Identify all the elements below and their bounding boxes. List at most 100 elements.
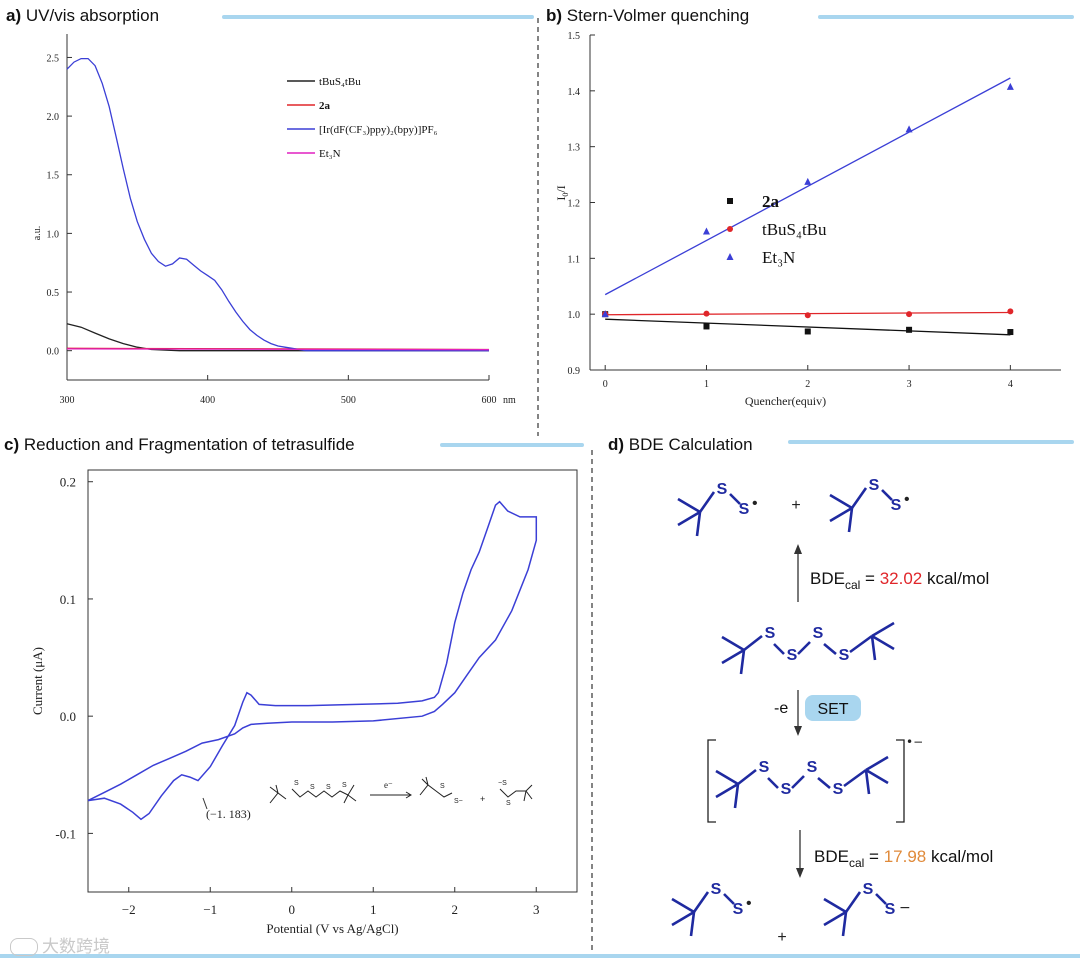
bond <box>870 635 877 661</box>
bond <box>737 768 757 786</box>
sulfur-atom: S <box>807 759 818 776</box>
bde-sub: cal <box>845 578 860 592</box>
data-point-triangle <box>601 310 609 318</box>
panel-a-title: a) UV/vis absorption <box>6 6 159 26</box>
bond <box>723 893 735 905</box>
bond <box>671 910 695 927</box>
panel-a-label: a) <box>6 6 22 25</box>
panel-d-title: d) BDE Calculation <box>608 435 753 455</box>
bond <box>847 507 854 533</box>
series-line-2 <box>66 57 489 352</box>
y-tick-label: 0.2 <box>60 475 76 490</box>
x-tick-label: 500 <box>341 395 356 406</box>
bond <box>733 783 740 809</box>
bond <box>871 621 895 638</box>
bond <box>739 649 746 675</box>
annotation-leader <box>202 797 208 810</box>
s-atom-label: S <box>326 784 331 791</box>
bond <box>823 910 847 927</box>
bond <box>767 777 779 789</box>
data-point-circle <box>906 311 913 318</box>
sulfur-atom: S <box>759 759 770 776</box>
x-tick-label: 0 <box>289 902 296 917</box>
legend-marker-1 <box>727 226 733 232</box>
x-tick-label: 600 <box>482 395 497 406</box>
bond <box>865 768 889 785</box>
legend-marker-0 <box>727 198 733 204</box>
x-tick-label: 3 <box>907 379 912 390</box>
bond <box>743 634 763 652</box>
x-tick-label: 1 <box>704 379 709 390</box>
bde-prefix: BDE <box>810 569 845 588</box>
data-point-triangle <box>702 227 710 235</box>
bond <box>695 511 702 537</box>
sulfur-atom: S <box>717 481 728 498</box>
bde-value-1: 32.02 <box>880 569 923 588</box>
tbu-left <box>269 784 287 804</box>
sulfur-atom: S <box>869 477 880 494</box>
minus-e-label: -e <box>774 700 788 717</box>
legend-label-2: [Ir(dF(CF₃)ppy)₂(bpy)]PF₆ <box>319 124 438 136</box>
panel-d-label: d) <box>608 435 625 454</box>
sulfur-atom: S <box>711 881 722 898</box>
y-tick-label: 1.5 <box>568 31 581 42</box>
data-point-circle <box>703 310 710 317</box>
set-label: SET <box>817 701 848 718</box>
y-tick-label: 1.1 <box>568 254 581 265</box>
y-tick-label: 2.0 <box>47 112 60 123</box>
legend-label-0: 2a <box>762 192 780 211</box>
bottom-rule <box>0 954 1080 958</box>
plus-sign: + <box>480 794 485 804</box>
bond <box>875 893 887 905</box>
fragmentation-scheme <box>269 784 357 804</box>
y-tick-label: 2.5 <box>47 53 60 64</box>
uv-vis-chart: 0.0 0.5 1.0 1.5 2.0 2.5 300 400 500 600 nm a.u. tBuS… <box>32 34 516 406</box>
panel-b-title-line <box>818 15 1074 19</box>
series-line-0 <box>66 323 489 352</box>
data-point-triangle <box>1006 82 1014 90</box>
bond <box>817 777 831 789</box>
plus-sign: + <box>791 497 800 514</box>
sulfur-atom: S <box>813 625 824 642</box>
tert-butyl-group <box>715 769 740 809</box>
y-axis-label: Current (μA) <box>30 647 45 715</box>
watermark-icon <box>10 938 38 956</box>
bond <box>721 635 745 652</box>
fit-line-0 <box>605 318 1011 336</box>
legend-marker-2 <box>726 253 734 260</box>
y-axis-label: I0/I <box>554 185 570 200</box>
fit-line-2 <box>604 77 1011 296</box>
bond <box>823 897 847 914</box>
data-point-triangle <box>905 125 913 133</box>
tert-butyl-group <box>823 897 848 937</box>
bond <box>715 782 739 799</box>
bond <box>829 493 853 510</box>
s-atom-label: S <box>506 800 511 807</box>
x-tick-label: 3 <box>533 902 540 917</box>
panel-a-title-text: UV/vis absorption <box>25 6 160 25</box>
tert-butyl-group <box>671 897 696 937</box>
legend-label-1: tBuS₄tBu <box>762 220 827 239</box>
bond <box>689 911 696 937</box>
bde-eq: = <box>860 569 879 588</box>
watermark: 大数跨境 <box>10 932 110 957</box>
bond <box>865 755 889 772</box>
panel-c-label: c) <box>4 435 20 454</box>
bond <box>871 634 895 651</box>
s-atom-label: S <box>342 782 347 789</box>
legend-label-3: Et₃N <box>319 148 341 160</box>
sulfur-atom: S <box>787 647 798 664</box>
panel-b-title: b) Stern-Volmer quenching <box>546 6 749 26</box>
bond <box>791 775 805 789</box>
y-tick-label: 1.0 <box>47 229 60 240</box>
arrow-down-head <box>794 726 802 736</box>
y-tick-label: 0.5 <box>47 288 60 299</box>
bond <box>881 489 893 501</box>
bde-label-2: BDEcal = 17.98 kcal/mol <box>814 847 993 870</box>
y-axis-label: a.u. <box>32 226 43 240</box>
y-tick-label: 1.2 <box>568 199 581 210</box>
bond <box>844 891 862 913</box>
tert-butyl-group <box>677 497 702 537</box>
y-tick-label: 1.5 <box>47 171 60 182</box>
panel-c-title: c) Reduction and Fragmentation of tetras… <box>4 435 355 455</box>
